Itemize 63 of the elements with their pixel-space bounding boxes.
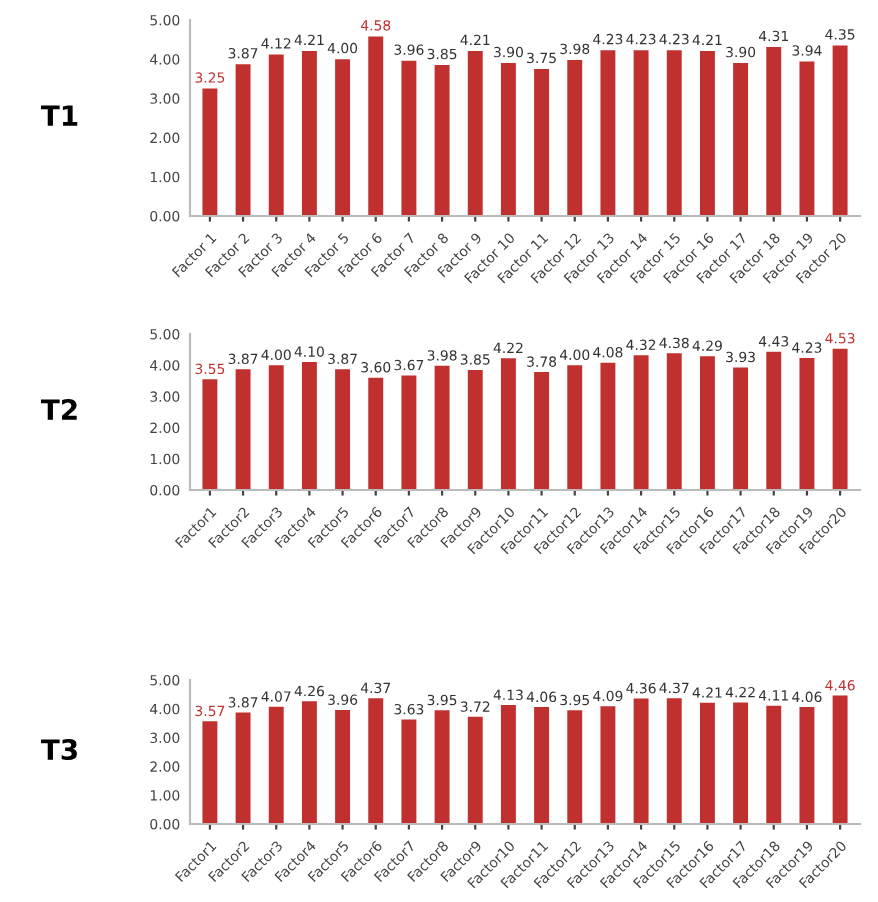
bar xyxy=(832,45,848,216)
bar xyxy=(268,365,284,490)
bar xyxy=(766,705,782,824)
bar xyxy=(733,367,749,490)
text: T3 xyxy=(41,739,77,761)
bar xyxy=(832,695,848,824)
bar xyxy=(666,698,682,824)
bar xyxy=(301,701,317,824)
bar xyxy=(633,698,649,824)
text: T2 xyxy=(41,399,77,420)
bar xyxy=(235,64,251,216)
bar xyxy=(633,50,649,216)
bar xyxy=(500,358,516,490)
bar xyxy=(401,60,417,216)
bar xyxy=(567,59,583,216)
bar xyxy=(600,362,616,490)
bar xyxy=(434,65,450,216)
bar xyxy=(301,362,317,490)
bar xyxy=(766,351,782,490)
bar xyxy=(235,712,251,824)
bar xyxy=(335,709,351,824)
bar xyxy=(600,706,616,824)
bar xyxy=(534,372,550,490)
bar xyxy=(733,702,749,824)
bar xyxy=(434,710,450,824)
bar xyxy=(600,50,616,216)
bar xyxy=(467,50,483,216)
bar xyxy=(500,705,516,824)
bar xyxy=(368,698,384,824)
bar xyxy=(699,50,715,216)
bar xyxy=(301,50,317,216)
bar xyxy=(699,356,715,490)
bar xyxy=(500,63,516,216)
bar xyxy=(401,375,417,490)
bar xyxy=(401,719,417,824)
text: T1 xyxy=(41,105,78,126)
bar xyxy=(467,369,483,490)
bar xyxy=(534,707,550,824)
bar xyxy=(633,355,649,490)
bar xyxy=(799,61,815,216)
bar xyxy=(335,59,351,216)
bar xyxy=(799,358,815,490)
bar xyxy=(567,710,583,824)
bar xyxy=(202,88,218,216)
bar xyxy=(268,706,284,824)
bar xyxy=(733,63,749,216)
bar xyxy=(832,348,848,490)
bar xyxy=(467,716,483,824)
bar xyxy=(567,365,583,490)
bar xyxy=(368,377,384,490)
bar xyxy=(335,369,351,490)
bar xyxy=(202,721,218,824)
bar xyxy=(202,379,218,490)
bar xyxy=(666,50,682,216)
bar xyxy=(268,54,284,216)
bar xyxy=(666,353,682,490)
bar xyxy=(534,69,550,216)
bar xyxy=(235,369,251,490)
bar xyxy=(368,36,384,216)
bar xyxy=(799,707,815,824)
bar xyxy=(766,47,782,216)
bar xyxy=(434,365,450,490)
bar xyxy=(699,702,715,824)
